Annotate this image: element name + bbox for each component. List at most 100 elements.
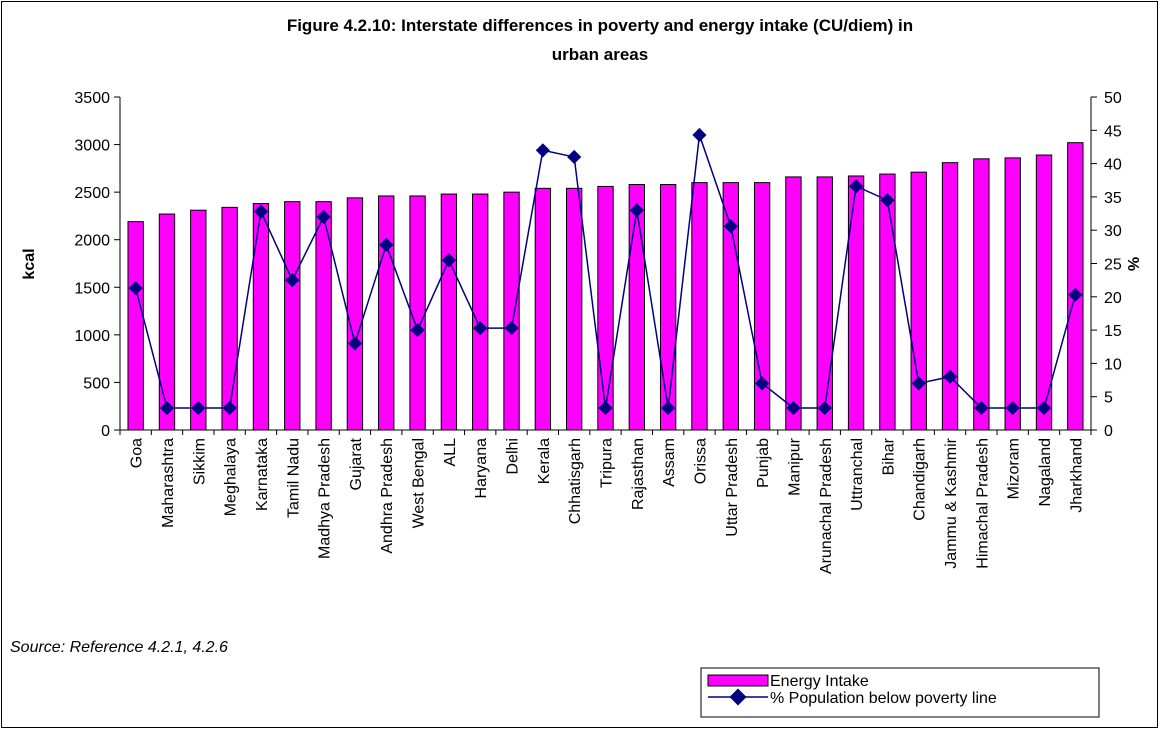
- category-label: Maharashtra: [160, 438, 177, 528]
- energy-bar: [221, 206, 238, 431]
- category-label: Jharkhand: [1068, 438, 1085, 513]
- poverty-point: [942, 369, 958, 384]
- poverty-point: [1068, 287, 1083, 302]
- energy-bar: [252, 203, 270, 431]
- energy-bar: [816, 176, 833, 431]
- energy-bar: [346, 197, 364, 431]
- chart-title-line-1: Figure 4.2.10: Interstate differences in…: [287, 16, 913, 35]
- poverty-point: [1005, 400, 1020, 416]
- right-tick-label: 5: [1104, 390, 1113, 407]
- energy-bar: [534, 187, 552, 431]
- energy-bar: [190, 209, 207, 431]
- poverty-point: [285, 273, 300, 288]
- category-label: West Bengal: [411, 438, 428, 528]
- right-tick-label: 15: [1104, 323, 1122, 340]
- energy-bar: [378, 195, 395, 431]
- category-label: Madhya Pradesh: [317, 438, 334, 559]
- category-label: Delhi: [505, 438, 522, 474]
- right-tick-label: 40: [1104, 157, 1122, 174]
- energy-bar: [127, 221, 144, 431]
- energy-bar: [566, 187, 583, 431]
- right-tick-label: 35: [1104, 190, 1122, 207]
- category-label: Karnataka: [254, 438, 271, 511]
- poverty-point: [629, 203, 644, 218]
- poverty-point: [692, 127, 707, 143]
- energy-bar: [659, 184, 677, 431]
- right-tick-label: 30: [1104, 223, 1122, 240]
- category-label: Meghalaya: [223, 438, 240, 516]
- category-label: Jammu & Kashmir: [943, 437, 960, 568]
- poverty-point: [347, 336, 362, 351]
- poverty-point: [723, 219, 738, 234]
- category-label: Gujarat: [348, 437, 365, 490]
- energy-bar: [1004, 157, 1021, 431]
- poverty-point: [911, 376, 926, 391]
- left-tick-label: 1500: [74, 280, 110, 297]
- category-label: Nagaland: [1037, 438, 1054, 507]
- energy-bar: [785, 176, 802, 431]
- category-label: Assam: [661, 438, 678, 487]
- poverty-point: [817, 400, 832, 416]
- poverty-point: [128, 281, 143, 296]
- category-label: Punjab: [755, 438, 772, 488]
- left-tick-label: 500: [83, 375, 110, 392]
- left-tick-label: 3500: [74, 90, 110, 107]
- poverty-point: [379, 237, 394, 252]
- energy-bars: [127, 142, 1084, 431]
- legend-bar-swatch: [707, 674, 769, 687]
- category-label: Rajasthan: [630, 438, 647, 510]
- poverty-point: [1036, 400, 1052, 416]
- category-label: Tamil Nadu: [285, 438, 302, 518]
- legend: Energy Intake % Population below poverty…: [700, 667, 1100, 718]
- poverty-point: [598, 400, 613, 416]
- right-axis-label: %: [1124, 257, 1141, 271]
- right-tick-label: 45: [1104, 123, 1122, 140]
- energy-bar: [973, 158, 990, 431]
- poverty-point: [849, 179, 864, 194]
- right-tick-label: 10: [1104, 356, 1122, 373]
- category-label: Chhatisgarh: [567, 438, 584, 524]
- energy-bar: [1067, 142, 1084, 431]
- left-axis-ticks: 0 500 1000 1500 2000 2500 3000 3500: [74, 90, 120, 440]
- energy-bar: [597, 185, 614, 431]
- chart-title-line-2: urban areas: [552, 45, 648, 64]
- poverty-point: [661, 400, 676, 416]
- right-tick-label: 25: [1104, 257, 1122, 274]
- left-tick-label: 3000: [74, 138, 110, 155]
- category-label: Manipur: [786, 437, 803, 495]
- right-tick-label: 20: [1104, 290, 1122, 307]
- poverty-point: [567, 149, 582, 165]
- poverty-point: [222, 400, 237, 416]
- legend-label-energy: Energy Intake: [770, 673, 869, 690]
- poverty-line: [128, 127, 1083, 416]
- energy-bar: [409, 195, 426, 431]
- poverty-point: [316, 209, 331, 224]
- category-label: Arunachal Pradesh: [818, 438, 835, 574]
- left-tick-label: 1000: [74, 328, 110, 345]
- energy-bar: [472, 193, 489, 431]
- energy-bar: [691, 182, 708, 431]
- energy-bar: [847, 175, 865, 431]
- category-label: ALL: [442, 438, 459, 467]
- category-label: Himachal Pradesh: [974, 438, 991, 569]
- source-note: Source: Reference 4.2.1, 4.2.6: [10, 639, 228, 656]
- poverty-point: [974, 400, 989, 416]
- category-label: Orissa: [692, 438, 709, 484]
- energy-bar: [941, 162, 959, 431]
- category-label: Mizoram: [1006, 438, 1023, 499]
- energy-bar: [910, 171, 927, 431]
- energy-bar: [284, 201, 301, 431]
- poverty-point: [880, 193, 895, 208]
- poverty-point: [191, 400, 206, 416]
- category-label: Sikkim: [191, 438, 208, 485]
- category-label: Tripura: [599, 438, 616, 488]
- legend-line-marker: [729, 688, 747, 706]
- category-label: Bihar: [880, 437, 897, 475]
- left-tick-label: 2500: [74, 185, 110, 202]
- energy-bar: [440, 193, 458, 431]
- poverty-point: [786, 400, 801, 416]
- category-label: Chandigarh: [912, 438, 929, 521]
- category-label: Andhra Pradesh: [379, 438, 396, 554]
